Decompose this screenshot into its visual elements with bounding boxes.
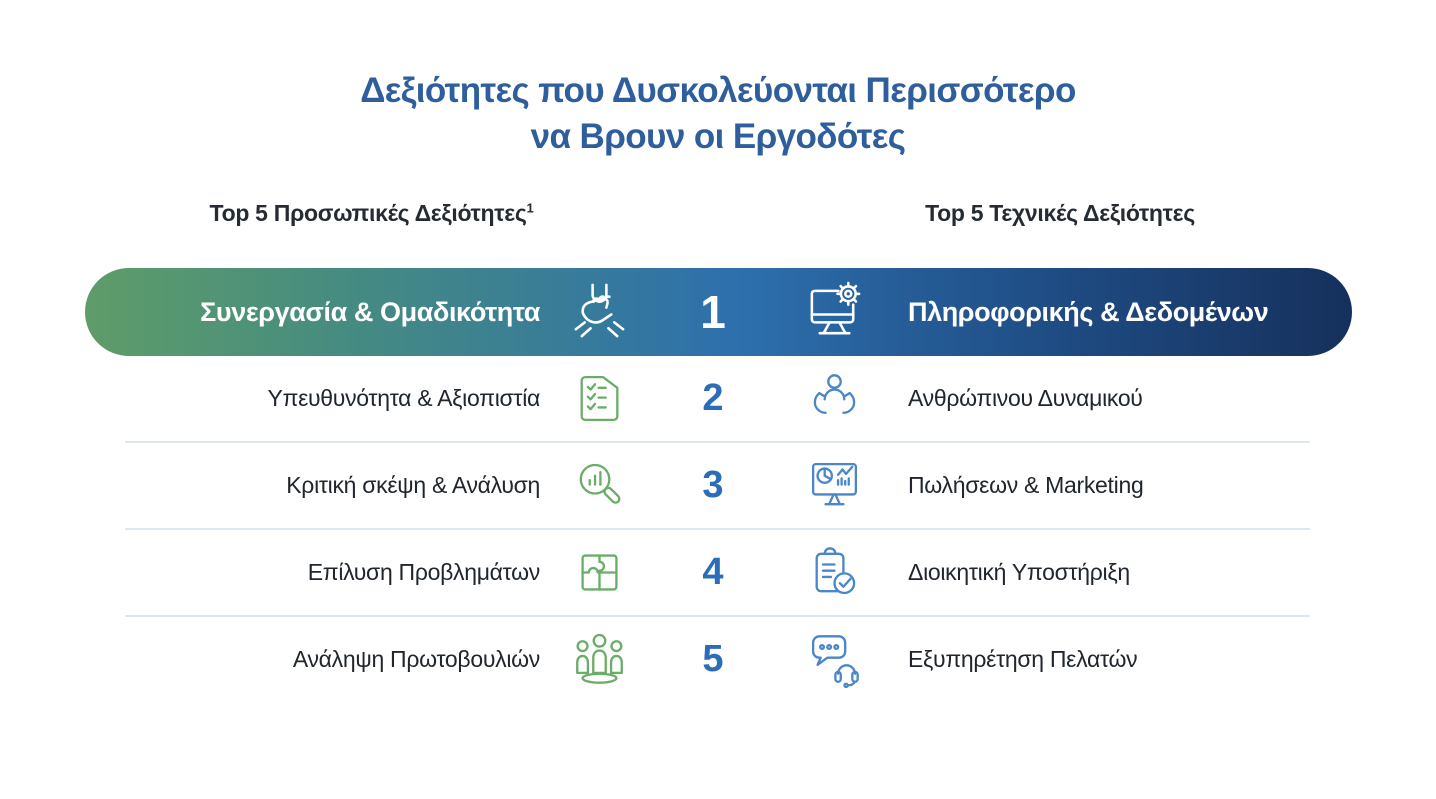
- rank-row-4: Επίλυση Προβλημάτων 4 Διοικητική Υπο: [85, 530, 1352, 615]
- technical-skill-label: Ανθρώπινου Δυναμικού: [908, 385, 1143, 411]
- column-header-personal: Top 5 Προσωπικές Δεξιότητες1: [209, 200, 534, 226]
- rank-number: 2: [702, 377, 724, 419]
- hands-teamwork-icon: [574, 283, 624, 337]
- page-title: Δεξιότητες που Δυσκολεύονται Περισσότερο…: [0, 68, 1436, 160]
- rank-row-1: Συνεργασία & Ομαδικότητα 1: [85, 268, 1352, 356]
- skills-ranking-table: Top 5 Προσωπικές Δεξιότητες1 Top 5 Τεχνι…: [85, 196, 1352, 702]
- row-divider: [125, 441, 1310, 443]
- rank-row-2: Υπευθυνότητα & Αξιοπιστία 2: [85, 356, 1352, 441]
- row-divider: [125, 615, 1310, 617]
- personal-skill-label: Επίλυση Προβλημάτων: [307, 559, 541, 585]
- hands-person-icon: [813, 374, 855, 414]
- rank-number: 3: [702, 464, 724, 506]
- checklist-icon: [580, 375, 618, 422]
- technical-skill-label: Εξυπηρέτηση Πελατών: [908, 646, 1138, 672]
- rank-number: 1: [700, 286, 726, 338]
- rank-row-3: Κριτική σκέψη & Ανάλυση 3 Πωλήσεων &: [85, 443, 1352, 528]
- people-group-icon: [575, 633, 623, 684]
- rank-number: 4: [702, 551, 724, 593]
- monitor-analytics-icon: [811, 462, 857, 506]
- clipboard-check-icon: [815, 547, 855, 595]
- magnifier-chart-icon: [579, 463, 620, 504]
- technical-skill-label: Πωλήσεων & Marketing: [908, 472, 1144, 498]
- monitor-gear-icon: [810, 281, 860, 334]
- rank-row-5: Ανάληψη Πρωτοβουλιών 5: [85, 617, 1352, 702]
- chat-headset-icon: [811, 635, 859, 688]
- page-title-line1: Δεξιότητες που Δυσκολεύονται Περισσότερο: [360, 71, 1076, 110]
- page-title-line2: να Βρουν οι Εργοδότες: [530, 117, 906, 157]
- rank-number: 5: [702, 638, 724, 680]
- column-header-technical: Top 5 Τεχνικές Δεξιότητες: [925, 200, 1195, 226]
- personal-skill-label: Συνεργασία & Ομαδικότητα: [200, 296, 540, 327]
- technical-skill-label: Πληροφορικής & Δεδομένων: [908, 296, 1269, 327]
- column-headers: Top 5 Προσωπικές Δεξιότητες1 Top 5 Τεχνι…: [85, 196, 1352, 268]
- technical-skill-label: Διοικητική Υποστήριξη: [908, 559, 1130, 585]
- personal-skill-label: Υπευθυνότητα & Αξιοπιστία: [267, 385, 540, 411]
- puzzle-icon: [580, 554, 618, 591]
- footnote-superscript: 1: [526, 200, 534, 216]
- row-divider: [125, 528, 1310, 530]
- personal-skill-label: Ανάληψη Πρωτοβουλιών: [292, 646, 540, 672]
- personal-skill-label: Κριτική σκέψη & Ανάλυση: [286, 472, 540, 498]
